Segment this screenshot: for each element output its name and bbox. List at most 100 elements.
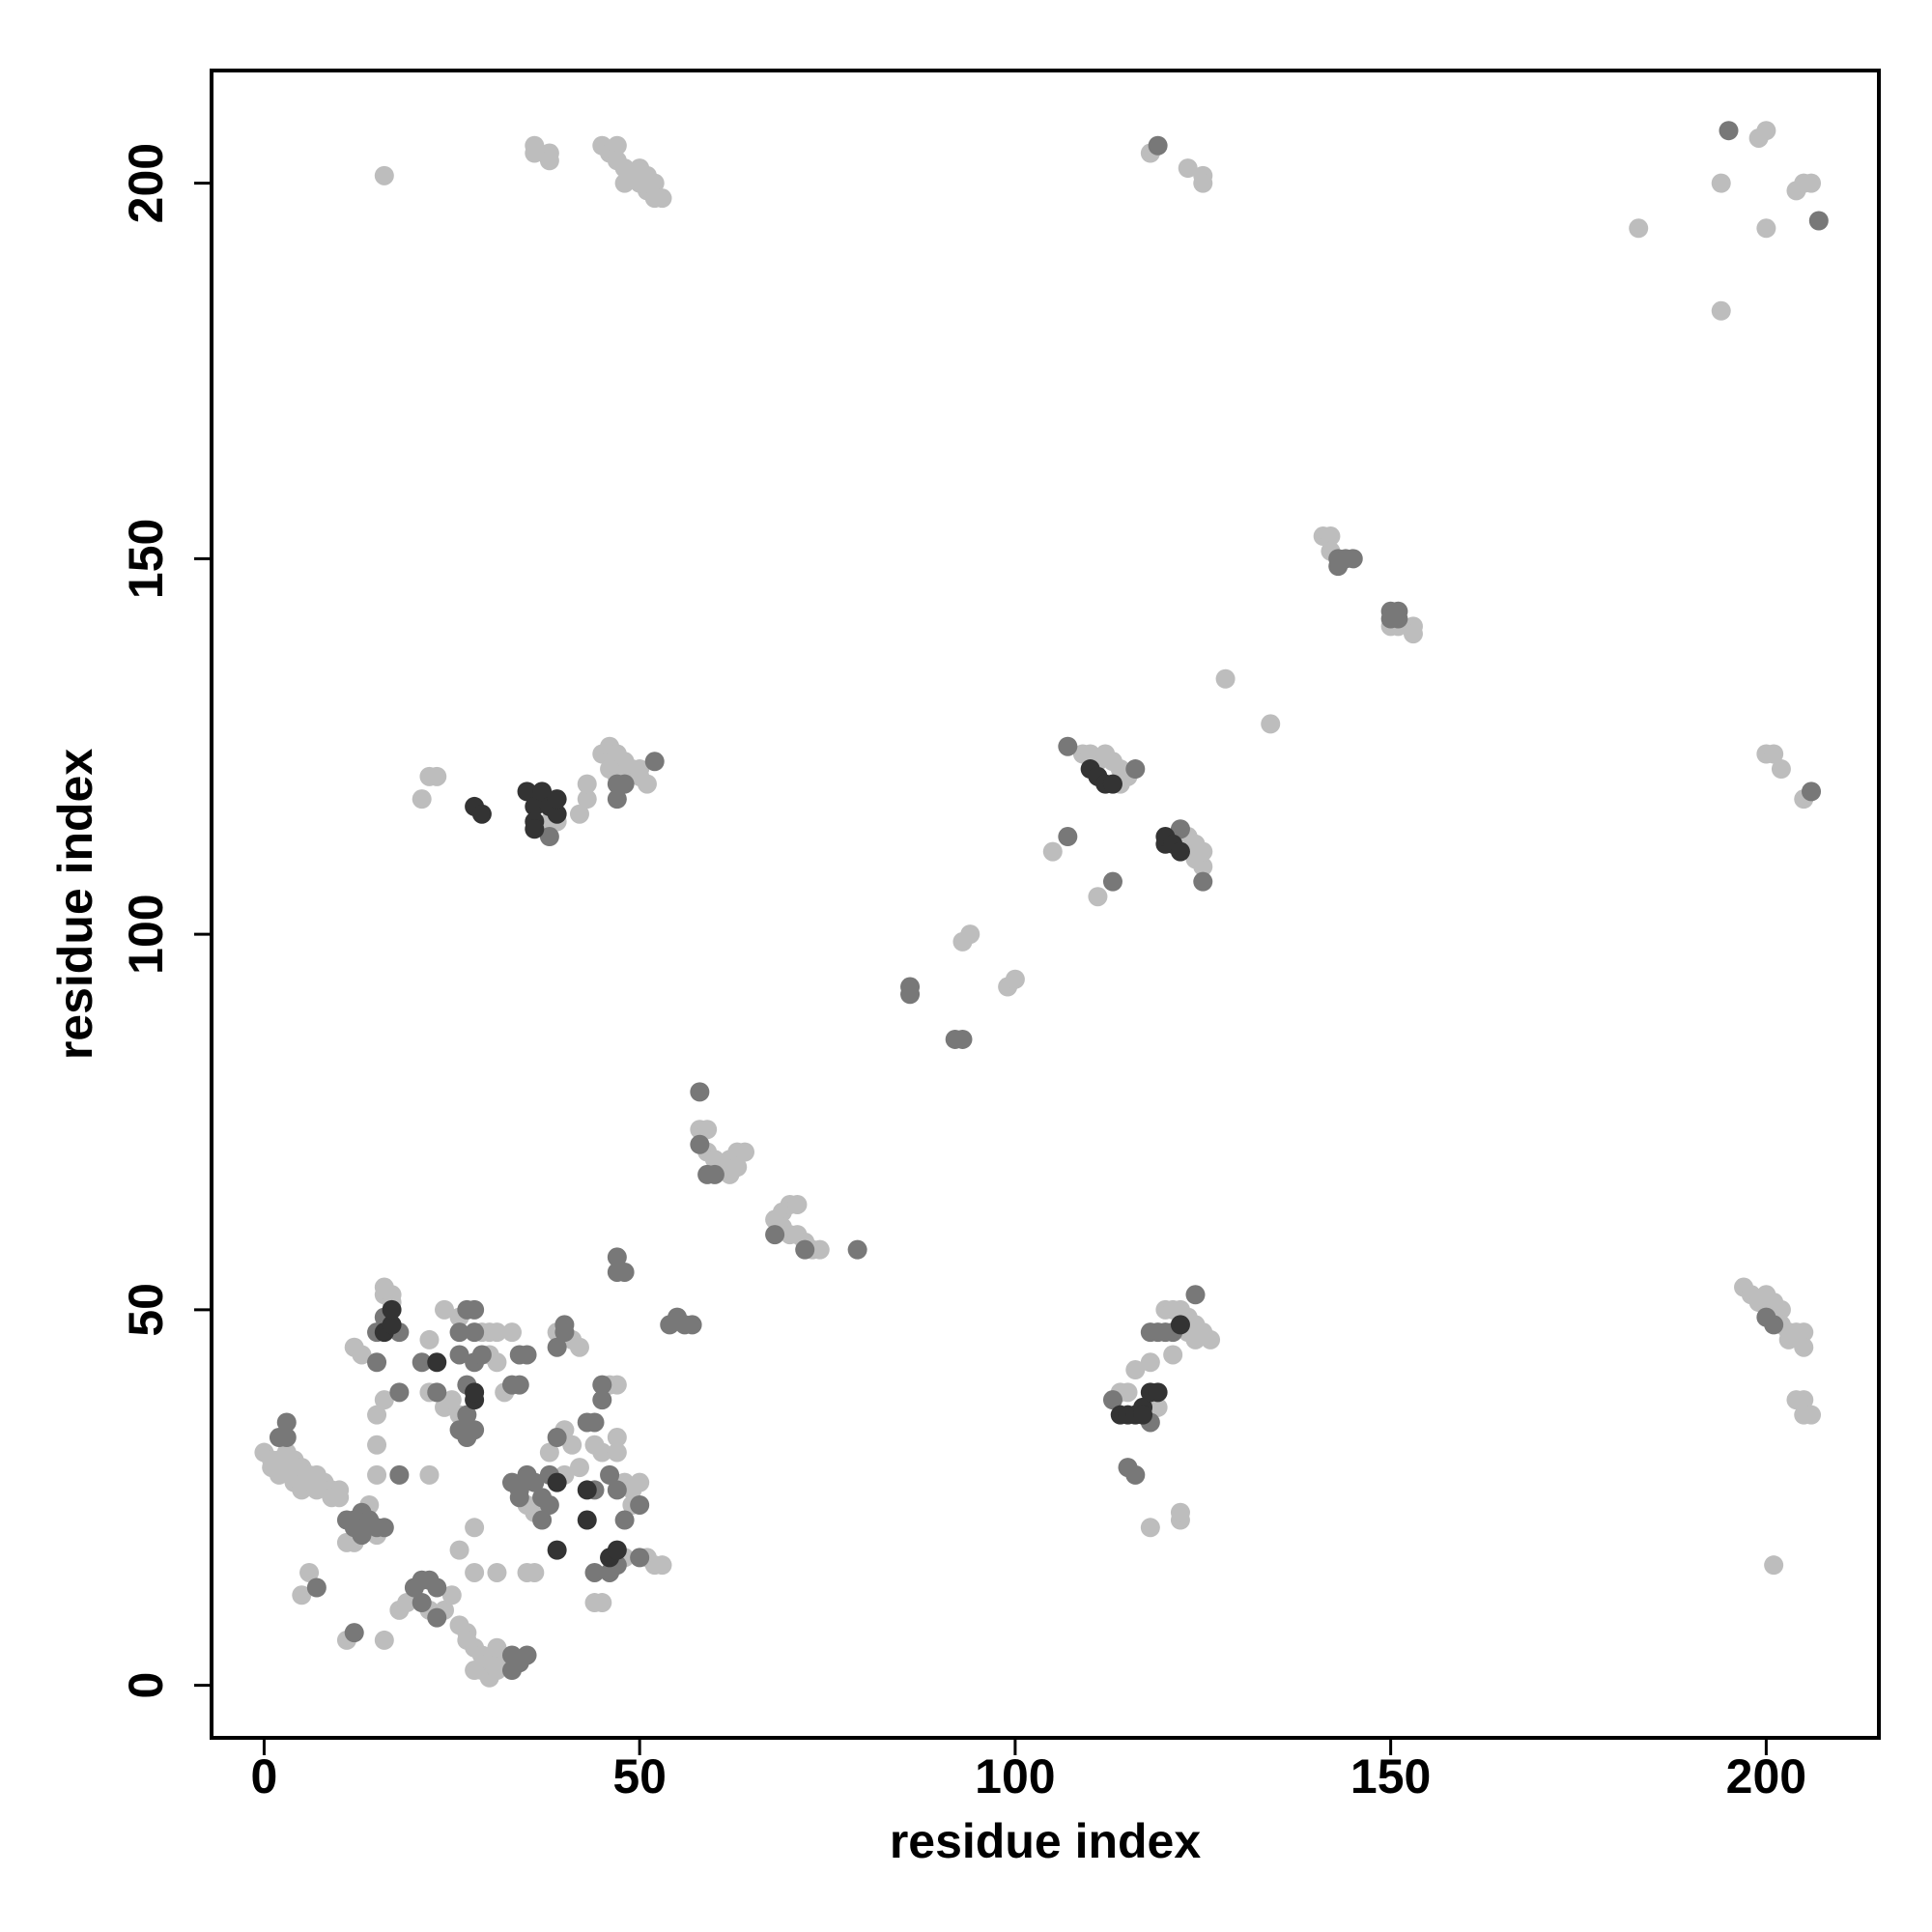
- point: [1140, 1518, 1160, 1538]
- point: [1778, 1329, 1799, 1350]
- point: [1140, 1322, 1160, 1343]
- point: [1711, 300, 1731, 321]
- point: [607, 1428, 627, 1448]
- point: [1170, 1315, 1190, 1335]
- point: [554, 1315, 575, 1335]
- point: [1794, 1322, 1814, 1343]
- point: [1764, 1315, 1784, 1335]
- point: [367, 1464, 387, 1485]
- point: [525, 1562, 545, 1582]
- point: [584, 1562, 605, 1582]
- point: [539, 1494, 559, 1515]
- y-tick-label: 200: [119, 143, 173, 223]
- point: [487, 1562, 507, 1582]
- point: [389, 1464, 410, 1485]
- point: [1102, 774, 1122, 794]
- point: [1005, 969, 1025, 989]
- point: [374, 165, 394, 185]
- point: [419, 1329, 440, 1350]
- point: [607, 1540, 627, 1560]
- point: [569, 804, 589, 824]
- x-tick-label: 0: [251, 1749, 278, 1804]
- point: [607, 135, 627, 156]
- point: [1719, 121, 1739, 141]
- point: [276, 1412, 297, 1433]
- point: [1808, 211, 1829, 231]
- point: [1170, 1502, 1190, 1522]
- point: [517, 1645, 537, 1665]
- point: [607, 789, 627, 810]
- point: [509, 1488, 529, 1508]
- point: [1193, 841, 1213, 862]
- point: [382, 1315, 402, 1335]
- point: [1328, 556, 1349, 577]
- point: [539, 1442, 559, 1463]
- point: [299, 1562, 320, 1582]
- point: [471, 804, 492, 824]
- point: [382, 1299, 402, 1320]
- y-tick-label: 50: [119, 1283, 173, 1337]
- point: [952, 1029, 973, 1049]
- point: [577, 789, 597, 810]
- point: [329, 1488, 350, 1508]
- point: [652, 188, 672, 209]
- point: [720, 1164, 740, 1184]
- point: [900, 984, 921, 1005]
- point: [547, 1472, 567, 1492]
- point: [847, 1239, 867, 1260]
- point: [630, 1548, 650, 1568]
- point: [449, 1540, 469, 1560]
- point: [487, 1322, 507, 1343]
- point: [441, 1390, 462, 1410]
- point: [1756, 218, 1776, 239]
- point: [427, 1577, 447, 1598]
- point: [1163, 1345, 1183, 1365]
- point: [1170, 841, 1190, 862]
- point: [1802, 173, 1822, 193]
- point: [441, 1585, 462, 1605]
- point: [532, 781, 553, 802]
- point: [509, 1375, 529, 1395]
- point: [630, 173, 650, 193]
- y-tick-label: 150: [119, 519, 173, 599]
- point: [427, 1382, 447, 1403]
- point: [577, 774, 597, 794]
- point: [810, 1239, 830, 1260]
- point: [1261, 714, 1281, 734]
- point: [465, 1322, 485, 1343]
- y-axis-title: residue index: [48, 749, 102, 1061]
- point: [374, 1390, 394, 1410]
- point: [501, 1322, 522, 1343]
- point: [465, 1299, 485, 1320]
- point: [435, 1299, 455, 1320]
- x-tick-label: 100: [975, 1749, 1055, 1804]
- point: [630, 759, 650, 780]
- x-tick-label: 150: [1350, 1749, 1431, 1804]
- point: [614, 1262, 635, 1282]
- point: [607, 1480, 627, 1500]
- point: [795, 1239, 815, 1260]
- point: [487, 1352, 507, 1373]
- point: [690, 1082, 710, 1102]
- point: [577, 1510, 597, 1530]
- point: [1102, 1390, 1122, 1410]
- point: [1140, 1352, 1160, 1373]
- point: [1764, 1555, 1784, 1576]
- point: [1178, 158, 1198, 179]
- point: [1148, 1397, 1168, 1417]
- point: [1321, 526, 1341, 547]
- point: [427, 1352, 447, 1373]
- point: [614, 1510, 635, 1530]
- point: [630, 1494, 650, 1515]
- point: [614, 173, 635, 193]
- x-tick-label: 50: [612, 1749, 667, 1804]
- y-tick-label: 0: [119, 1672, 173, 1699]
- point: [382, 1285, 402, 1305]
- point: [547, 804, 567, 824]
- point: [1388, 609, 1408, 629]
- point: [1088, 887, 1108, 907]
- x-tick-label: 200: [1726, 1749, 1806, 1804]
- point: [1764, 744, 1784, 764]
- point: [352, 1525, 372, 1546]
